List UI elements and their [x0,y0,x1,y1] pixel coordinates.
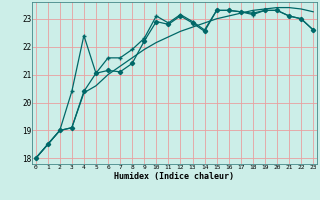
X-axis label: Humidex (Indice chaleur): Humidex (Indice chaleur) [115,172,234,181]
